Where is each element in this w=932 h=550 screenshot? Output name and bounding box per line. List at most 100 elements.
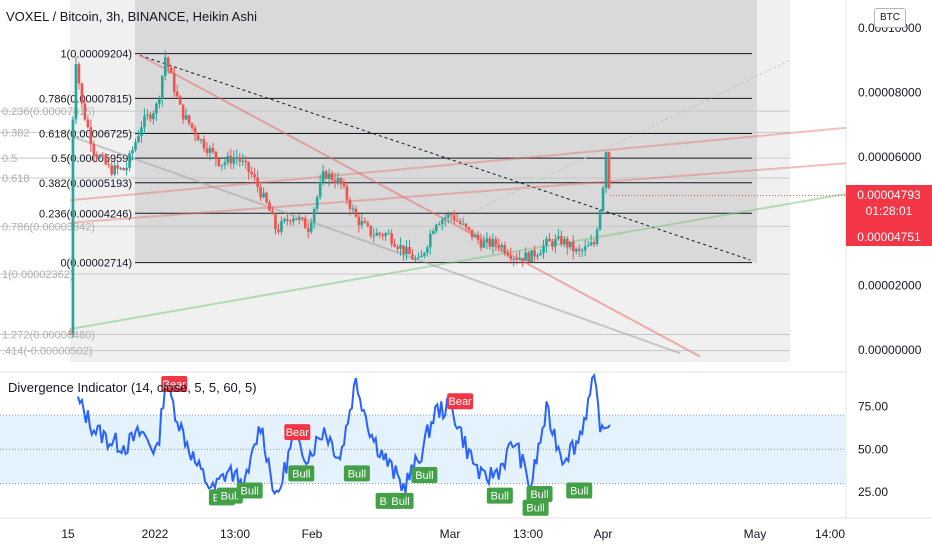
candle-body (518, 257, 521, 260)
candle-body (372, 235, 376, 237)
candle-body (315, 196, 319, 209)
candle-body (542, 245, 545, 254)
bull-signal-badge (343, 465, 370, 482)
price-axis-label: 0.00006000 (858, 150, 922, 164)
fib-level-label: 0.5(0.00005959) (51, 153, 132, 165)
candle-body (387, 233, 390, 235)
candle-body (384, 233, 387, 237)
bull-signal-badge (526, 485, 553, 502)
candle-body (583, 246, 587, 251)
candle-body (95, 154, 99, 158)
second-price-box: 0.00004751 (846, 229, 932, 246)
signal-label: Bull (491, 491, 509, 503)
indicator-title: Divergence Indicator (14, close, 5, 5, 6… (8, 380, 257, 395)
candle-body (199, 139, 203, 141)
bear-signal-badge (447, 393, 474, 410)
bull-signal-badge (387, 492, 414, 509)
candle-body (539, 253, 542, 256)
candle-body (464, 223, 468, 228)
signal-label: Bear (448, 396, 472, 408)
bull-signal-badge (566, 482, 593, 499)
candle-body (446, 214, 450, 218)
candle-body (235, 157, 239, 159)
candle-body (560, 236, 563, 245)
candle-body (271, 210, 274, 215)
falling-trendline (139, 54, 701, 358)
bull-signal-badge (236, 482, 263, 499)
dashed-trendline (139, 54, 751, 261)
candle-body (336, 178, 340, 184)
candle-body (580, 250, 584, 252)
candle-body (217, 159, 221, 166)
candle-body (193, 127, 197, 136)
candle-body (432, 231, 435, 234)
candle-body (119, 167, 122, 169)
candle-body (101, 155, 105, 157)
candle-body (369, 225, 373, 236)
candle-body (184, 115, 188, 120)
candle-body (551, 241, 554, 247)
candle-body (426, 247, 429, 253)
candle-body (443, 217, 447, 220)
candle-body (113, 165, 116, 175)
time-axis-label: 13:00 (220, 527, 250, 541)
candle-body (411, 254, 414, 260)
candle-body (345, 186, 349, 200)
candle-body (298, 217, 301, 220)
signal-label: Bull (241, 486, 259, 498)
candle-body (467, 227, 471, 230)
candle-body (277, 229, 280, 232)
fib-faint-label: .414(-0.00000502) (2, 346, 93, 358)
candle-body (533, 250, 536, 257)
candle-body (196, 135, 200, 141)
time-axis-label: 2022 (142, 527, 169, 541)
candle-body (521, 257, 524, 261)
candle-body (250, 171, 253, 175)
last-price: 0.00004793 (857, 188, 921, 202)
candle-body (595, 229, 599, 245)
candle-body (318, 182, 322, 197)
candle-body (158, 98, 161, 104)
candle-body (408, 247, 411, 255)
candle-body (440, 219, 444, 224)
bull-signal-badge (522, 499, 549, 516)
candle-body (339, 178, 343, 184)
bull-signal-badge (411, 467, 438, 484)
signal-label: Bull (526, 503, 544, 515)
candle-body (527, 252, 530, 263)
candle-body (202, 139, 206, 149)
candle-body (417, 257, 420, 259)
currency-badge[interactable]: BTC (874, 8, 906, 28)
candle-body (497, 244, 501, 248)
candle-body (303, 218, 307, 229)
candle-body (161, 75, 164, 99)
candle-body (366, 222, 370, 226)
candle-body (577, 248, 581, 251)
candle-body (396, 246, 399, 249)
candle-body (283, 219, 286, 222)
candle-body (488, 238, 492, 247)
candle-body (265, 192, 268, 203)
signal-label: Bull (292, 468, 310, 480)
signal-label: Bull (391, 496, 409, 508)
candle-body (423, 252, 426, 256)
candle-body (253, 174, 256, 178)
candle-body (586, 245, 590, 247)
bull-signal-badge (486, 487, 513, 504)
fib-faint-label: 0.786(0.00003842) (2, 221, 95, 233)
candle-body (598, 210, 602, 230)
candle-body (363, 221, 367, 223)
bear-signal-badge (284, 424, 311, 441)
bar-countdown: 01:28:01 (865, 204, 913, 218)
candle-body (292, 218, 295, 222)
bull-signal-badge (216, 487, 243, 504)
candle-body (244, 160, 247, 163)
candle-body (506, 253, 510, 256)
candle-body (473, 234, 477, 238)
candle-body (77, 64, 81, 84)
candle-body (420, 255, 423, 258)
lower-channel-line (69, 162, 847, 224)
signal-label: Bull (415, 470, 433, 482)
indicator-axis-label: 75.00 (858, 399, 888, 413)
